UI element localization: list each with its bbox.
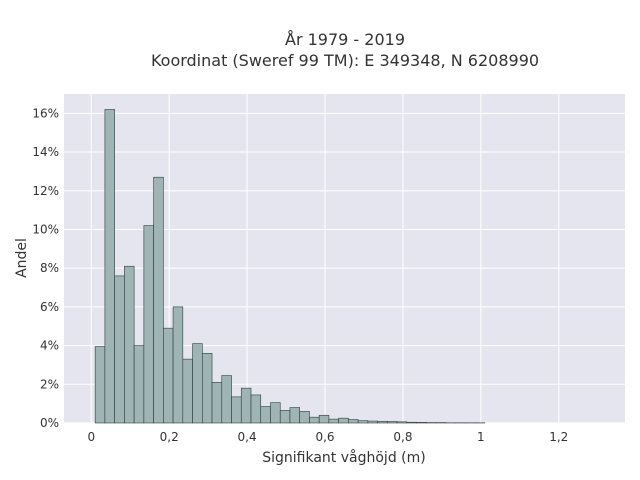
histogram-bar (309, 416, 320, 424)
x-tick-label: 0,6 (315, 430, 334, 444)
histogram-bar (396, 421, 408, 424)
bars (94, 109, 486, 424)
histogram-bar (357, 420, 369, 424)
tick-labels: 0 0,2 0,4 0,6 0,8 1 1,2 0% 2% 4% 6% 8% 10% 12% 14% 16% (32, 106, 568, 444)
histogram-bar (202, 353, 213, 424)
histogram-bar (387, 421, 398, 424)
x-tick-label: 0,4 (238, 430, 257, 444)
histogram-bar (367, 420, 378, 424)
x-axis-title: Signifikant våghöjd (m) (262, 449, 425, 466)
histogram-bar (231, 396, 242, 424)
x-tick-label: 0,8 (393, 430, 412, 444)
histogram-bar (192, 343, 203, 424)
histogram-bar (338, 417, 349, 424)
y-tick-label: 6% (40, 300, 59, 314)
histogram-bar (211, 382, 223, 424)
histogram-bar (153, 176, 164, 424)
histogram-bar (163, 327, 174, 424)
y-tick-label: 10% (32, 222, 59, 236)
histogram-bar (104, 109, 115, 424)
histogram-bar (172, 306, 184, 424)
histogram-bar (133, 345, 145, 424)
x-tick-label: 1,2 (549, 430, 568, 444)
chart-title-line1: År 1979 - 2019 (285, 30, 405, 49)
histogram-bar (289, 407, 300, 424)
histogram-bar (94, 346, 106, 424)
histogram-bar (270, 402, 281, 424)
y-tick-label: 8% (40, 261, 59, 275)
y-tick-label: 0% (40, 416, 59, 430)
histogram-bar (279, 410, 291, 424)
y-tick-label: 4% (40, 339, 59, 353)
chart-title-line2: Koordinat (Sweref 99 TM): E 349348, N 62… (151, 51, 539, 70)
histogram-bar (124, 265, 135, 424)
y-tick-label: 14% (32, 145, 59, 159)
histogram-bar (182, 358, 193, 424)
histogram-bar (348, 419, 359, 424)
y-tick-label: 16% (32, 106, 59, 120)
histogram-bar (240, 387, 252, 424)
x-tick-label: 0,2 (160, 430, 179, 444)
histogram-bar (260, 406, 271, 424)
y-tick-label: 12% (32, 184, 59, 198)
histogram-bar (299, 411, 310, 424)
histogram-bar (406, 421, 417, 424)
histogram-bar (250, 394, 262, 424)
histogram-bar (221, 375, 232, 424)
histogram-bar (377, 420, 388, 424)
x-tick-label: 0 (87, 430, 95, 444)
x-tick-label: 1 (477, 430, 485, 444)
histogram-bar (416, 422, 427, 424)
y-tick-label: 2% (40, 377, 59, 391)
histogram-bar (114, 275, 125, 424)
histogram-bar (328, 418, 339, 424)
histogram-bar (318, 414, 330, 424)
y-axis-title: Andel (14, 238, 30, 278)
histogram-bar (143, 225, 154, 424)
